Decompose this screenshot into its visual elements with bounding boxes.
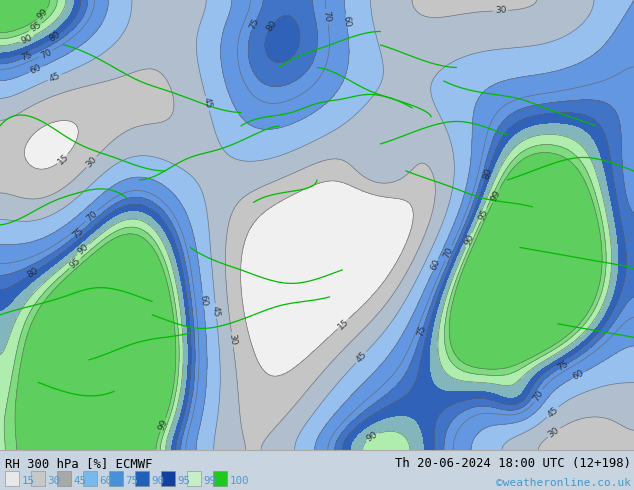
Text: RH 300 hPa [%] ECMWF: RH 300 hPa [%] ECMWF	[5, 457, 153, 470]
Text: 75: 75	[71, 227, 86, 241]
Text: 99: 99	[489, 189, 503, 203]
Text: 90: 90	[365, 430, 380, 443]
Text: 60: 60	[100, 476, 113, 486]
Text: 60: 60	[571, 368, 586, 382]
Text: 80: 80	[47, 30, 61, 44]
Text: 80: 80	[481, 167, 494, 180]
Text: 90: 90	[20, 32, 34, 46]
Text: 30: 30	[84, 155, 99, 169]
Text: 60: 60	[341, 15, 352, 27]
Text: 45: 45	[211, 305, 221, 317]
Text: 60: 60	[29, 63, 42, 76]
Text: 15: 15	[336, 317, 351, 331]
Text: 99: 99	[157, 418, 169, 432]
Text: 95: 95	[68, 256, 82, 270]
Text: 70: 70	[84, 209, 99, 223]
Text: 45: 45	[354, 350, 368, 365]
FancyBboxPatch shape	[5, 471, 19, 486]
Text: 60: 60	[429, 258, 443, 272]
Text: 70: 70	[321, 10, 332, 23]
Text: 75: 75	[126, 476, 139, 486]
FancyBboxPatch shape	[31, 471, 45, 486]
Text: 30: 30	[495, 6, 507, 16]
Text: 75: 75	[416, 324, 428, 338]
Text: 30: 30	[227, 333, 238, 346]
FancyBboxPatch shape	[135, 471, 149, 486]
Text: 70: 70	[532, 388, 546, 403]
Text: 95: 95	[29, 21, 43, 34]
Text: 100: 100	[230, 476, 249, 486]
Text: 15: 15	[22, 476, 35, 486]
Text: 80: 80	[26, 266, 41, 280]
Text: 70: 70	[39, 47, 53, 60]
Text: 60: 60	[198, 294, 208, 306]
Text: 80: 80	[264, 19, 278, 33]
Text: 45: 45	[202, 97, 213, 110]
Text: 99: 99	[36, 7, 50, 22]
Text: Th 20-06-2024 18:00 UTC (12+198): Th 20-06-2024 18:00 UTC (12+198)	[395, 457, 631, 470]
FancyBboxPatch shape	[109, 471, 123, 486]
Text: 95: 95	[477, 208, 490, 222]
FancyBboxPatch shape	[57, 471, 71, 486]
Text: 45: 45	[545, 405, 560, 419]
Text: 30: 30	[547, 425, 561, 440]
FancyBboxPatch shape	[187, 471, 201, 486]
Text: 15: 15	[56, 152, 70, 166]
Text: 90: 90	[463, 233, 476, 247]
Text: ©weatheronline.co.uk: ©weatheronline.co.uk	[496, 478, 631, 488]
Text: 90: 90	[152, 476, 165, 486]
Text: 75: 75	[555, 360, 570, 373]
Text: 90: 90	[76, 242, 91, 256]
Text: 75: 75	[248, 17, 261, 31]
FancyBboxPatch shape	[83, 471, 97, 486]
Text: 45: 45	[48, 71, 61, 84]
Text: 70: 70	[443, 245, 455, 260]
Text: 99: 99	[204, 476, 217, 486]
FancyBboxPatch shape	[161, 471, 175, 486]
Text: 45: 45	[74, 476, 87, 486]
Text: 95: 95	[178, 476, 191, 486]
Text: 75: 75	[20, 50, 34, 63]
Text: 30: 30	[48, 476, 61, 486]
FancyBboxPatch shape	[213, 471, 227, 486]
